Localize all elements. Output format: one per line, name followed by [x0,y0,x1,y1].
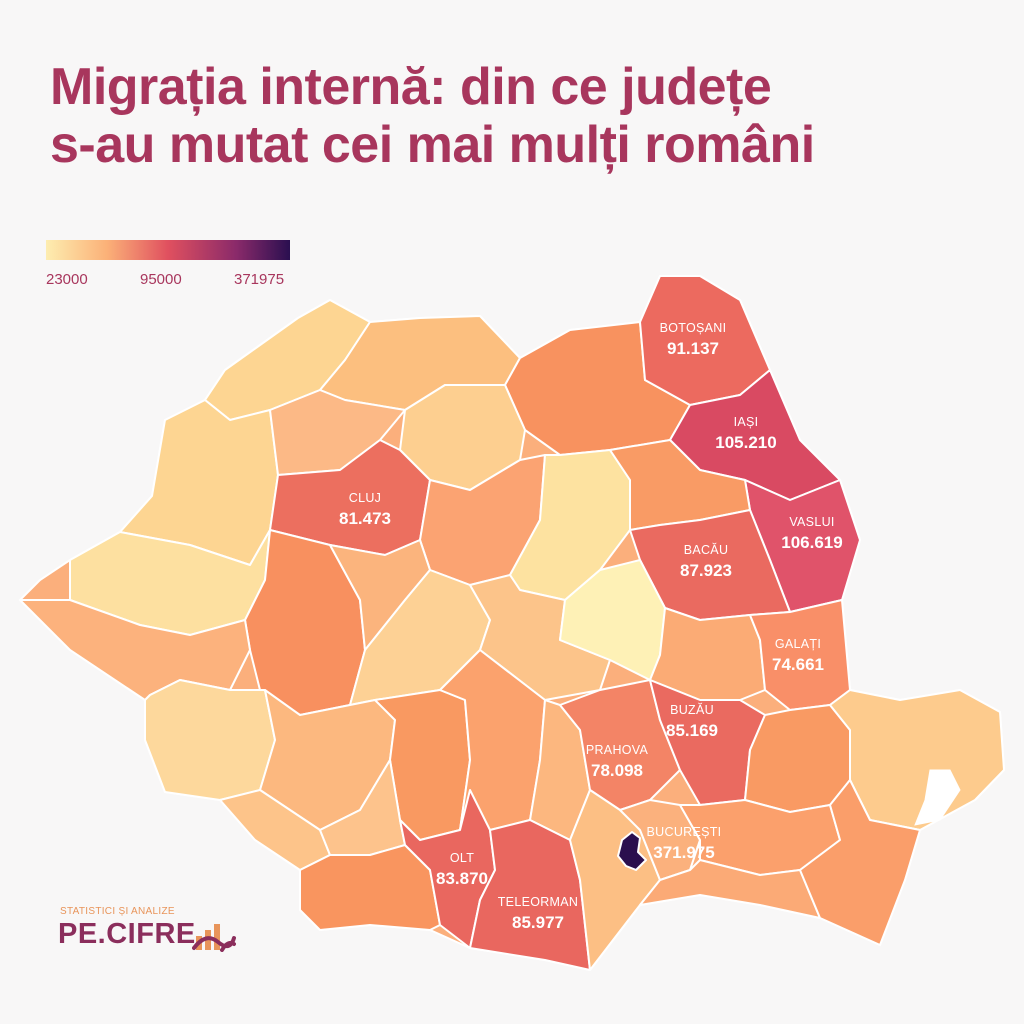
label-teleorman-value: 85.977 [512,913,564,932]
label-buzau-name: BUZĂU [670,702,714,717]
label-cluj-name: CLUJ [349,491,381,505]
legend-max-label: 371975 [234,271,285,288]
legend-mid-label: 95000 [140,271,182,288]
label-olt-name: OLT [450,851,474,865]
county-timis [19,599,251,701]
county-caras-severin [144,679,276,801]
label-galati-name: GALAȚI [775,637,821,651]
legend-min-label: 23000 [46,271,88,288]
label-iasi-value: 105.210 [715,433,776,452]
legend-gradient-bar [46,240,290,260]
label-prahova-name: PRAHOVA [586,743,649,757]
county-tulcea [829,689,1005,831]
pecifre-logo: STATISTICI ȘI ANALIZE PE.CIFRE [58,906,258,956]
label-botosani-name: BOTOȘANI [660,321,727,335]
title-line-1: Migrația internă: din ce județe [50,58,772,116]
label-vaslui-name: VASLUI [789,515,834,529]
bar-chart-icon [192,924,236,952]
label-bucuresti-value: 371.975 [653,843,714,862]
label-teleorman-name: TELEORMAN [498,895,579,909]
county-vrancea [649,607,766,701]
county-teleorman [469,819,591,971]
label-bacau-name: BACĂU [684,542,729,557]
label-iasi-name: IAȘI [734,415,759,429]
logo-tagline: STATISTICI ȘI ANALIZE [60,906,175,917]
label-galati-value: 74.661 [772,655,824,674]
label-vaslui-value: 106.619 [781,533,842,552]
county-ilfov [619,799,701,881]
title-line-2: s-au mutat cei mai mulți români [50,116,815,174]
label-olt-value: 83.870 [436,869,488,888]
county-prahova [559,679,681,811]
label-botosani-value: 91.137 [667,339,719,358]
logo-wordmark: PE.CIFRE [58,918,196,950]
label-cluj-value: 81.473 [339,509,391,528]
label-bacau-value: 87.923 [680,561,732,580]
label-prahova-value: 78.098 [591,761,643,780]
label-bucuresti-name: BUCUREȘTI [647,825,722,839]
label-buzau-value: 85.169 [666,721,718,740]
page-title: Migrația internă: din ce județe s-au mut… [50,58,990,174]
danube-delta-lake [914,769,961,826]
county-constanta [799,779,921,946]
color-legend: 23000 95000 371975 [46,240,292,290]
county-bucuresti [617,831,647,871]
